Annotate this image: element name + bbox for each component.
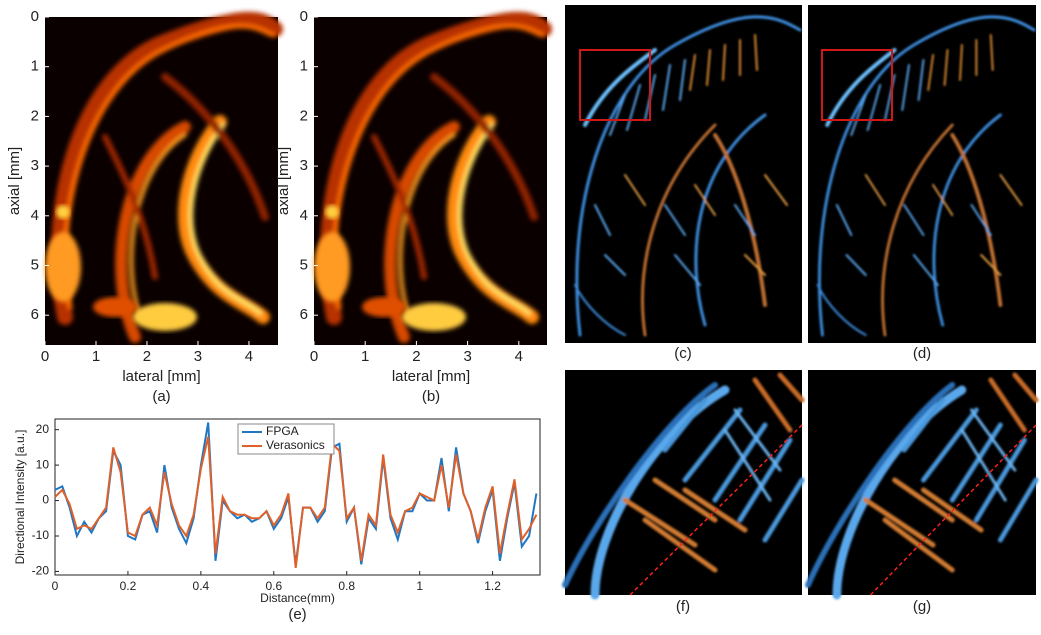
y-axis-label: Directional Intensity [a.u.] (13, 430, 27, 565)
legend-label: FPGA (266, 424, 299, 438)
y-tick-label: 5 (300, 256, 308, 273)
y-axis-label: axial [mm] (6, 147, 23, 215)
y-tick-label: 6 (31, 306, 39, 323)
y-axis-label: axial [mm] (275, 147, 292, 215)
image-panel-c (565, 5, 802, 343)
y-tick-label: 4 (31, 207, 39, 224)
image-panel-g (808, 370, 1036, 595)
series-line (55, 437, 536, 568)
y-tick-label: 2 (300, 107, 308, 124)
y-tick-label: 6 (300, 306, 308, 323)
x-tick-label: 0.4 (193, 579, 210, 593)
x-tick-label: 1 (416, 579, 423, 593)
image-panel-a (45, 17, 278, 345)
x-tick-label: 3 (194, 348, 202, 365)
y-tick-label: 0 (31, 8, 39, 25)
x-tick-label: 1 (92, 348, 100, 365)
x-tick-label: 1 (361, 348, 369, 365)
y-tick-label: 5 (31, 256, 39, 273)
x-tick-label: 4 (245, 348, 253, 365)
y-tick-label: 4 (300, 207, 308, 224)
x-tick-label: 2 (143, 348, 151, 365)
image-panel-d (808, 5, 1036, 343)
x-axis-label: lateral [mm] (122, 368, 200, 385)
page: {"chart_data": [ {"type": "image", "capt… (0, 0, 1041, 635)
x-tick-label: 0 (310, 348, 318, 365)
caption: (b) (422, 388, 440, 405)
x-tick-label: 1.2 (484, 579, 501, 593)
caption: (g) (913, 598, 931, 615)
y-tick-label: 10 (36, 457, 50, 471)
caption: (e) (288, 606, 306, 623)
x-tick-label: 0 (41, 348, 49, 365)
x-tick-label: 4 (515, 348, 523, 365)
y-tick-label: 0 (300, 8, 308, 25)
x-tick-label: 0.2 (120, 579, 137, 593)
y-tick-label: 1 (31, 58, 39, 75)
caption: (c) (674, 345, 692, 362)
y-tick-label: 3 (31, 157, 39, 174)
x-tick-label: 3 (463, 348, 471, 365)
y-tick-label: 20 (36, 422, 50, 436)
x-tick-label: 0.8 (338, 579, 355, 593)
y-tick-label: 1 (300, 58, 308, 75)
x-tick-label: 0 (52, 579, 59, 593)
x-axis-label: lateral [mm] (392, 368, 470, 385)
legend-label: Verasonics (266, 438, 325, 452)
caption: (f) (676, 598, 690, 615)
image-panel-b (314, 17, 547, 345)
x-axis-label: Distance(mm) (260, 591, 335, 605)
image-panel-f (565, 370, 802, 595)
caption: (d) (913, 345, 931, 362)
caption: (a) (152, 388, 170, 405)
y-tick-label: 3 (300, 157, 308, 174)
x-tick-label: 2 (412, 348, 420, 365)
y-tick-label: 0 (42, 493, 49, 507)
y-tick-label: 2 (31, 107, 39, 124)
y-tick-label: -20 (32, 564, 50, 578)
y-tick-label: -10 (32, 528, 50, 542)
figure: (c) (d) (f) (g) 0 1 2 3 4 0 1 2 3 4 5 6 lateral [mm]… (0, 0, 1041, 635)
